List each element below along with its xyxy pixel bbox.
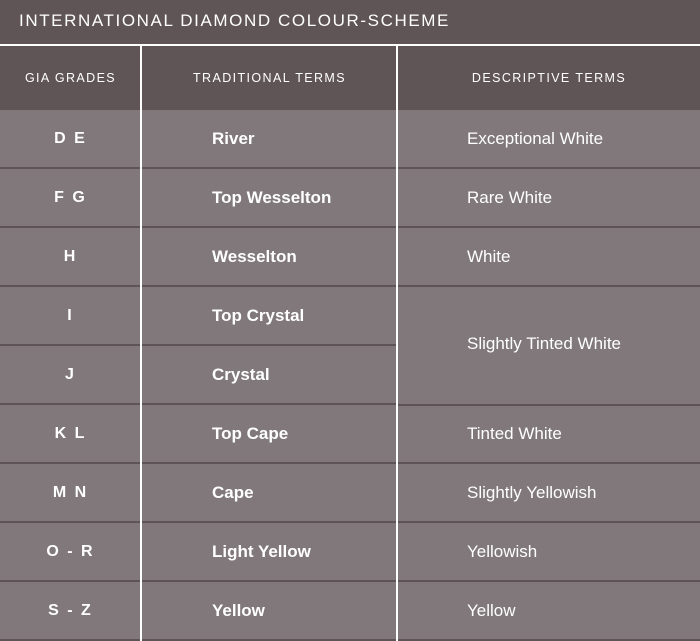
gia-grade: O - R (46, 543, 95, 560)
gia-grade: K L (54, 425, 87, 442)
descriptive-term: Yellow (467, 601, 516, 620)
descriptive-term: Slightly Yellowish (467, 483, 597, 502)
header-traditional-terms: TRADITIONAL TERMS (193, 71, 346, 85)
descriptive-term: Rare White (467, 188, 553, 207)
descriptive-term: Slightly Tinted White (467, 334, 622, 353)
gia-grade: H (63, 248, 78, 265)
table-row: H Wesselton White (0, 228, 700, 287)
gia-grade: J (65, 366, 76, 383)
descriptive-term: Exceptional White (467, 129, 604, 148)
column-divider (396, 46, 398, 641)
table-title: INTERNATIONAL DIAMOND COLOUR-SCHEME (0, 0, 700, 44)
table-row: S - Z Yellow Yellow (0, 582, 700, 641)
traditional-term: Crystal (212, 365, 270, 384)
header-descriptive-terms: DESCRIPTIVE TERMS (471, 71, 627, 85)
traditional-term: Yellow (212, 601, 265, 620)
table-row: F G Top Wesselton Rare White (0, 169, 700, 228)
traditional-term: River (212, 129, 255, 148)
traditional-term: Cape (212, 483, 254, 502)
header-gia-grades: GIA GRADES (24, 71, 117, 85)
descriptive-term: White (467, 247, 511, 266)
table-row: M N Cape Slightly Yellowish (0, 464, 700, 523)
gia-grade: S - Z (48, 602, 93, 619)
table-header: GIA GRADES TRADITIONAL TERMS DESCRIPTIVE… (0, 46, 700, 110)
table-row: K L Top Cape Tinted White (0, 405, 700, 464)
gia-grade: F G (54, 189, 87, 206)
traditional-term: Light Yellow (212, 542, 311, 561)
descriptive-term: Yellowish (467, 542, 538, 561)
traditional-term: Top Wesselton (212, 188, 332, 207)
traditional-term: Top Cape (212, 424, 289, 443)
descriptive-term: Tinted White (467, 424, 562, 443)
gia-grade: M N (52, 484, 89, 501)
traditional-term: Wesselton (212, 247, 297, 266)
table-row: O - R Light Yellow Yellowish (0, 523, 700, 582)
traditional-term: Top Crystal (212, 306, 305, 325)
table-row: D E River Exceptional White (0, 110, 700, 169)
gia-grade: I (67, 307, 74, 324)
gia-grade: D E (54, 130, 87, 147)
merged-descriptive-cell: Slightly Tinted White (398, 288, 700, 406)
column-divider (140, 46, 142, 641)
divider (0, 44, 700, 46)
